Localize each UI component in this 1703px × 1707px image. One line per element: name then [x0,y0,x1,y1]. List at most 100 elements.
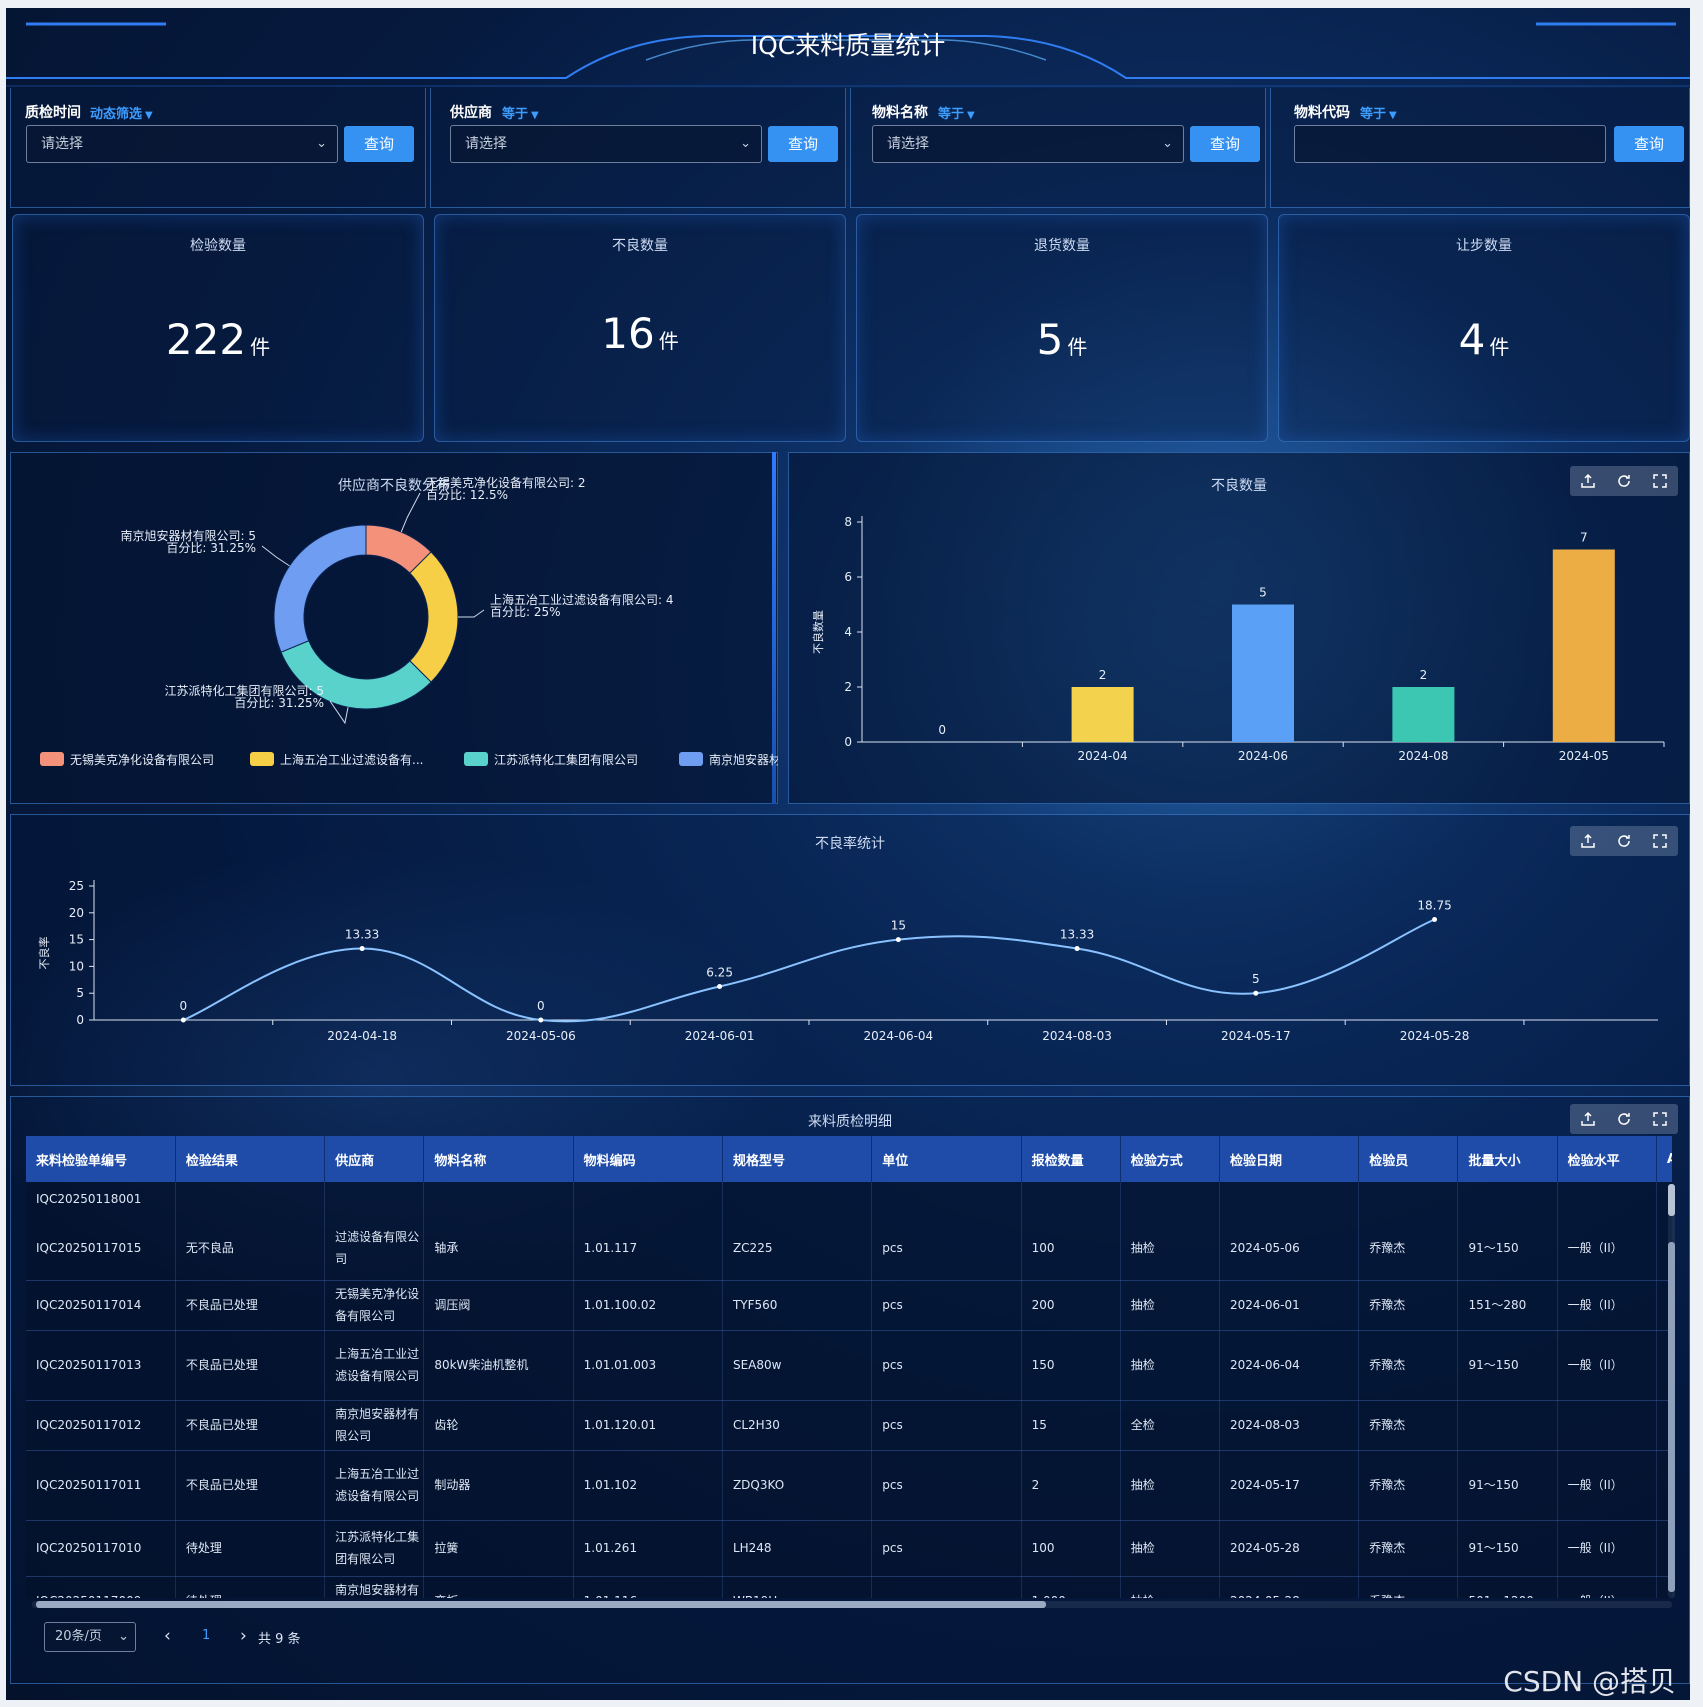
bar-chart-toolbar [1570,466,1678,496]
filter-mode-material-code[interactable]: 等于 ▼ [1360,107,1397,122]
table-viewport[interactable]: 来料检验单编号 检验结果 供应商 物料名称 物料编码 规格型号 单位 报检数量 检验方式 检验日期… [26,1136,1672,1598]
fullscreen-icon[interactable] [1652,833,1668,849]
export-icon[interactable] [1580,1111,1596,1127]
table-header-cell[interactable]: 检验员 [1358,1136,1459,1182]
table-row[interactable]: IQC20250117014 不良品已处理 无锡美克净化设备有限公司 调压阀 1.01.… [26,1280,1672,1331]
table-cell: IQC20250118001 [26,1182,176,1216]
filter-mode-material-name[interactable]: 等于 ▼ [938,107,975,122]
table-header-cell[interactable]: 供应商 [324,1136,425,1182]
table-header-cell[interactable]: 检验日期 [1219,1136,1360,1182]
export-icon[interactable] [1580,833,1596,849]
defect-rate-panel: 不良率统计 [10,814,1690,1086]
kpi-title: 退货数量 [1034,238,1090,254]
filter-mode-supplier[interactable]: 等于 ▼ [502,107,539,122]
table-cell: 2024-05-28 [1219,1520,1360,1577]
bar [1232,604,1294,742]
table-header-cell[interactable]: 检验水平 [1557,1136,1657,1182]
table-cell: 待处理 [175,1576,326,1598]
x-tick-label: 2024-08 [1398,749,1448,763]
filter-mode-date[interactable]: 动态筛选 ▼ [90,107,153,122]
label-leader-line [261,545,290,567]
table-cell: 91～150 [1457,1216,1558,1281]
table-cell [871,1182,1022,1216]
table-row[interactable]: IQC20250117010 待处理 江苏派特化工集团有限公司 拉簧 1.01.261 L… [26,1520,1672,1577]
table-header-cell[interactable]: 报检数量 [1021,1136,1121,1182]
table-cell: pcs [871,1400,1022,1451]
table-cell: 待处理 [175,1520,326,1577]
table-row[interactable]: IQC20250117009待处理南京旭安器材有限公司弯板1.01.116WB1… [26,1576,1672,1598]
date-query-button[interactable]: 查询 [344,126,414,162]
chart-title: 供应商不良数分布 [338,478,450,494]
fullscreen-icon[interactable] [1652,1111,1668,1127]
table-row[interactable]: IQC20250117011 不良品已处理 上海五冶工业过滤设备有限公司 制动器 1.0… [26,1450,1672,1521]
table-header-row: 来料检验单编号 检验结果 供应商 物料名称 物料编码 规格型号 单位 报检数量 检验方式 检验日期… [26,1136,1672,1182]
material-name-query-button[interactable]: 查询 [1190,126,1260,162]
table-row[interactable]: IQC20250117013 不良品已处理 上海五冶工业过滤设备有限公司 80kW柴油… [26,1330,1672,1401]
export-icon[interactable] [1580,473,1596,489]
material-code-input[interactable] [1294,125,1606,163]
material-code-query-button[interactable]: 查询 [1614,126,1684,162]
material-name-select[interactable]: 请选择 ⌄ [872,125,1184,163]
current-page[interactable]: 1 [202,1628,211,1643]
vertical-scrollbar-thumb[interactable] [1668,1184,1675,1216]
refresh-icon[interactable] [1616,473,1632,489]
table-row[interactable]: IQC20250117012 不良品已处理 南京旭安器材有限公司 齿轮 1.01.120… [26,1400,1672,1451]
table-cell: IQC20250117013 [26,1330,176,1401]
table-cell: 150 [1021,1330,1121,1401]
y-tick-label: 6 [844,570,852,584]
table-header-cell[interactable]: 单位 [871,1136,1022,1182]
donut-slice [409,551,459,683]
supplier-select[interactable]: 请选择 ⌄ [450,125,762,163]
data-point [359,946,365,952]
table-header-cell[interactable]: 物料编码 [573,1136,723,1182]
refresh-icon[interactable] [1616,1111,1632,1127]
table-row[interactable]: IQC20250117015 无不良品 过滤设备有限公司 轴承 1.01.117 ZC22… [26,1216,1672,1281]
table-cell: 15 [1021,1400,1121,1451]
table-header-cell[interactable]: 检验结果 [175,1136,326,1182]
table-cell: 抽检 [1120,1450,1220,1521]
table-cell: 上海五冶工业过滤设备有限公司 [324,1330,425,1401]
line-chart: 0 5 10 15 20 25 不良率 0 13.33 2024-04-18 0 2024-05-06… [37,879,1658,1043]
supplier-query-button[interactable]: 查询 [768,126,838,162]
bar-value-label: 7 [1580,531,1588,545]
data-label: 0 [537,999,545,1013]
date-select[interactable]: 请选择 ⌄ [26,125,338,163]
horizontal-scrollbar-thumb[interactable] [36,1601,1046,1608]
table-header-cell[interactable]: A [1656,1136,1672,1182]
table-header-cell[interactable]: 物料名称 [423,1136,574,1182]
table-cell: 一般（II） [1557,1520,1657,1577]
table-cell: IQC20250117009 [26,1576,176,1598]
filter-label-material-code: 物料代码 [1294,105,1350,121]
next-page-button[interactable]: › [240,1626,247,1646]
table-row[interactable]: IQC20250118001 [26,1182,1672,1216]
refresh-icon[interactable] [1616,833,1632,849]
page-size-select[interactable]: 20条/页 ⌄ [44,1622,136,1652]
caret-down-icon: ▼ [145,110,153,121]
data-label: 18.75 [1417,899,1451,913]
table-header-cell[interactable]: 批量大小 [1457,1136,1558,1182]
kpi-value: 16 件 [601,309,679,358]
y-tick-label: 5 [76,986,84,1000]
prev-page-button[interactable]: ‹ [164,1626,171,1646]
table-cell: 抽检 [1120,1216,1220,1281]
table-header-cell[interactable]: 规格型号 [722,1136,873,1182]
chevron-down-icon: ⌄ [1162,136,1173,151]
horizontal-scrollbar[interactable] [32,1601,1672,1608]
table-cell [423,1182,574,1216]
table-cell: 91～150 [1457,1520,1558,1577]
table-cell: ZC225 [722,1216,873,1281]
table-cell: 乔豫杰 [1358,1576,1459,1598]
table-header-cell[interactable]: 检验方式 [1120,1136,1220,1182]
table-cell: pcs [871,1450,1022,1521]
y-tick-label: 25 [69,879,84,893]
x-tick-label: 2024-05 [1559,749,1609,763]
table-cell: TYF560 [722,1280,873,1331]
fullscreen-icon[interactable] [1652,473,1668,489]
table-header-cell[interactable]: 来料检验单编号 [26,1136,176,1182]
legend-swatch [679,752,703,766]
filter-label-material-name: 物料名称 [872,105,928,121]
vertical-scrollbar[interactable] [1668,1184,1675,1598]
header-frame [6,22,1690,87]
